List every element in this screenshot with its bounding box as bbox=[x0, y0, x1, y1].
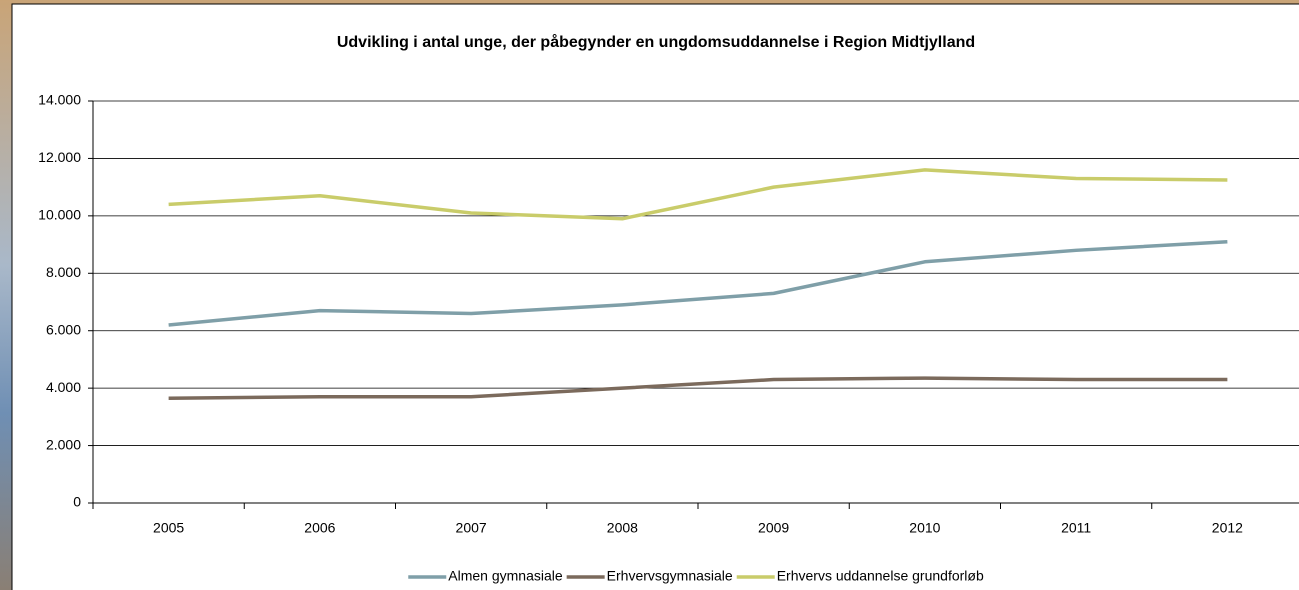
x-tick-label: 2009 bbox=[758, 520, 789, 536]
x-tick-label: 2012 bbox=[1212, 520, 1243, 536]
legend-label: Erhvervs uddannelse grundforløb bbox=[777, 568, 984, 584]
x-tick-label: 2010 bbox=[909, 520, 940, 536]
x-tick-label: 2006 bbox=[304, 520, 335, 536]
chart-title: Udvikling i antal unge, der påbegynder e… bbox=[337, 33, 975, 51]
data-line bbox=[168, 376, 1228, 400]
y-tick-label: 6.000 bbox=[46, 321, 81, 337]
legend-label: Almen gymnasiale bbox=[448, 568, 563, 584]
y-tick-label: 8.000 bbox=[46, 264, 81, 280]
y-tick-label: 4.000 bbox=[46, 379, 81, 395]
x-tick-label: 2008 bbox=[607, 520, 638, 536]
x-tick-label: 2007 bbox=[456, 520, 487, 536]
data-line bbox=[168, 239, 1228, 327]
y-tick-label: 10.000 bbox=[38, 207, 81, 223]
y-tick-label: 14.000 bbox=[38, 92, 81, 108]
y-tick-label: 2.000 bbox=[46, 436, 81, 452]
chart-frame bbox=[11, 3, 1299, 590]
y-tick-label: 12.000 bbox=[38, 149, 81, 165]
x-tick-label: 2011 bbox=[1061, 520, 1091, 536]
y-tick-label: 0 bbox=[73, 494, 81, 510]
data-line bbox=[168, 168, 1228, 221]
x-tick-label: 2005 bbox=[153, 520, 184, 536]
legend-label: Erhvervsgymnasiale bbox=[607, 568, 733, 584]
